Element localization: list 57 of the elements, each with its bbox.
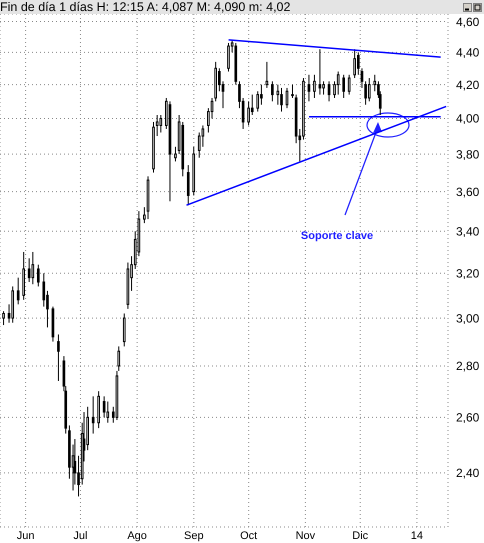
y-tick-label: 2,40 <box>456 466 480 480</box>
y-tick-label: 3,80 <box>456 147 480 162</box>
y-tick-label: 3,40 <box>456 224 480 238</box>
y-tick-label: 3,60 <box>456 184 480 199</box>
candlestick <box>247 100 250 126</box>
candlestick <box>313 74 316 98</box>
candlestick <box>42 272 46 308</box>
annotation: Soporte clave <box>300 230 374 242</box>
candlestick <box>36 264 40 287</box>
candlestick <box>122 312 126 347</box>
candlestick <box>198 132 201 158</box>
candlestick <box>373 74 376 92</box>
x-tick-label: Oct <box>240 530 258 542</box>
candlestick <box>318 48 322 96</box>
x-tick-label: Sep <box>184 530 204 542</box>
candlestick <box>57 334 60 382</box>
y-tick-label: 4,40 <box>456 46 480 60</box>
y-tick-label: 3,00 <box>456 311 480 326</box>
candlestick <box>160 114 162 133</box>
candlestick <box>260 84 263 106</box>
candlestick <box>280 87 283 112</box>
candlestick <box>227 42 230 72</box>
candlestick <box>271 80 274 102</box>
candlestick <box>336 71 340 96</box>
y-tick-label: 4,20 <box>456 78 480 92</box>
x-tick-label: Jun <box>16 530 34 542</box>
candlestick <box>266 61 268 88</box>
candlestick <box>102 396 106 418</box>
candlestick <box>16 277 20 305</box>
candlestick <box>353 48 356 79</box>
candlestick <box>286 87 288 109</box>
candlestick <box>186 164 190 206</box>
y-tick-label: 2,80 <box>456 359 480 374</box>
x-tick-label: Dic <box>352 530 369 542</box>
candlestick <box>276 84 280 106</box>
x-tick-label: Jul <box>73 530 88 542</box>
candlestick <box>256 90 260 112</box>
x-tick-label: Nov <box>296 530 316 542</box>
x-tick-label: Ago <box>127 530 147 542</box>
candlestick <box>348 74 350 96</box>
candlestick <box>117 346 120 372</box>
candlestick <box>106 401 110 424</box>
y-tick-label: 4,00 <box>456 112 480 126</box>
y-tick-label: 4,60 <box>456 14 480 29</box>
candlestick <box>342 74 346 98</box>
y-tick-label: 2,60 <box>456 410 480 425</box>
candlestick <box>322 80 325 96</box>
candlestick <box>92 396 94 434</box>
candlestick <box>32 251 34 285</box>
chart-title: Fin de día 1 días H: 12:15 A: 4,087 M: 4,090 m: 4,02 <box>0 0 290 14</box>
candlestick <box>328 80 330 102</box>
candlestick <box>368 78 371 102</box>
candlestick <box>308 74 310 102</box>
y-tick-label: 3,20 <box>456 266 480 281</box>
x-tick-label: 14 <box>410 530 424 542</box>
candlestick <box>202 124 204 148</box>
candlestick <box>28 258 30 283</box>
